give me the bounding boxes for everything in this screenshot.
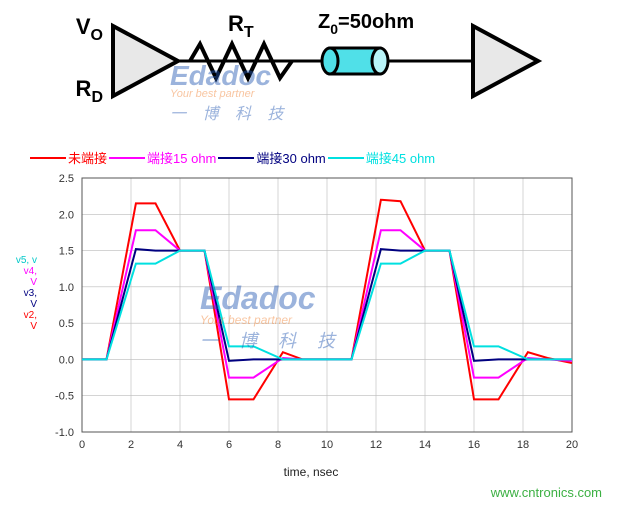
svg-text:8: 8: [275, 439, 281, 451]
chart: 0 2 4 6 8 10 12 14 16 18 20 -1.0 -0.5 0.0 0.5 1.0 1.5 2.0…: [30, 170, 592, 460]
svg-text:Z0=50ohm: Z0=50ohm: [318, 11, 414, 37]
svg-text:0.0: 0.0: [59, 354, 74, 366]
legend-row: 未端接端接15 ohm端接30 ohm端接45 ohm: [30, 148, 592, 168]
svg-text:RD: RD: [76, 76, 103, 106]
svg-text:1.5: 1.5: [59, 246, 74, 258]
rd-label: R: [76, 76, 92, 101]
legend-item: 端接30 ohm: [218, 148, 325, 167]
svg-text:14: 14: [419, 439, 431, 451]
svg-text:2: 2: [128, 439, 134, 451]
z0-label: Z: [318, 11, 330, 33]
rt-label: R: [228, 11, 244, 36]
x-axis-label: time, nsec: [0, 465, 622, 479]
vo-label: V: [76, 14, 91, 39]
rt-sub: T: [244, 24, 254, 41]
svg-text:-0.5: -0.5: [55, 391, 74, 403]
circuit-diagram: VO RD RT Z0=50ohm: [18, 6, 604, 126]
svg-text:4: 4: [177, 439, 183, 451]
svg-text:-1.0: -1.0: [55, 427, 74, 439]
svg-text:12: 12: [370, 439, 382, 451]
source-url: www.cntronics.com: [491, 485, 602, 500]
legend-item: 端接15 ohm: [109, 148, 216, 167]
svg-text:RT: RT: [228, 11, 254, 41]
svg-text:18: 18: [517, 439, 529, 451]
svg-text:1.0: 1.0: [59, 282, 74, 294]
svg-text:0.5: 0.5: [59, 318, 74, 330]
svg-text:16: 16: [468, 439, 480, 451]
svg-text:2.0: 2.0: [59, 209, 74, 221]
legend-item: 端接45 ohm: [328, 148, 435, 167]
svg-text:6: 6: [226, 439, 232, 451]
svg-text:2.5: 2.5: [59, 173, 74, 185]
rd-sub: D: [91, 89, 103, 106]
z0-sub: 0: [330, 21, 338, 37]
vo-sub: O: [91, 27, 103, 44]
svg-text:VO: VO: [76, 14, 103, 44]
z0-eq: =50ohm: [338, 11, 414, 33]
svg-text:0: 0: [79, 439, 85, 451]
svg-text:10: 10: [321, 439, 333, 451]
legend-item: 未端接: [30, 148, 107, 167]
svg-text:20: 20: [566, 439, 578, 451]
